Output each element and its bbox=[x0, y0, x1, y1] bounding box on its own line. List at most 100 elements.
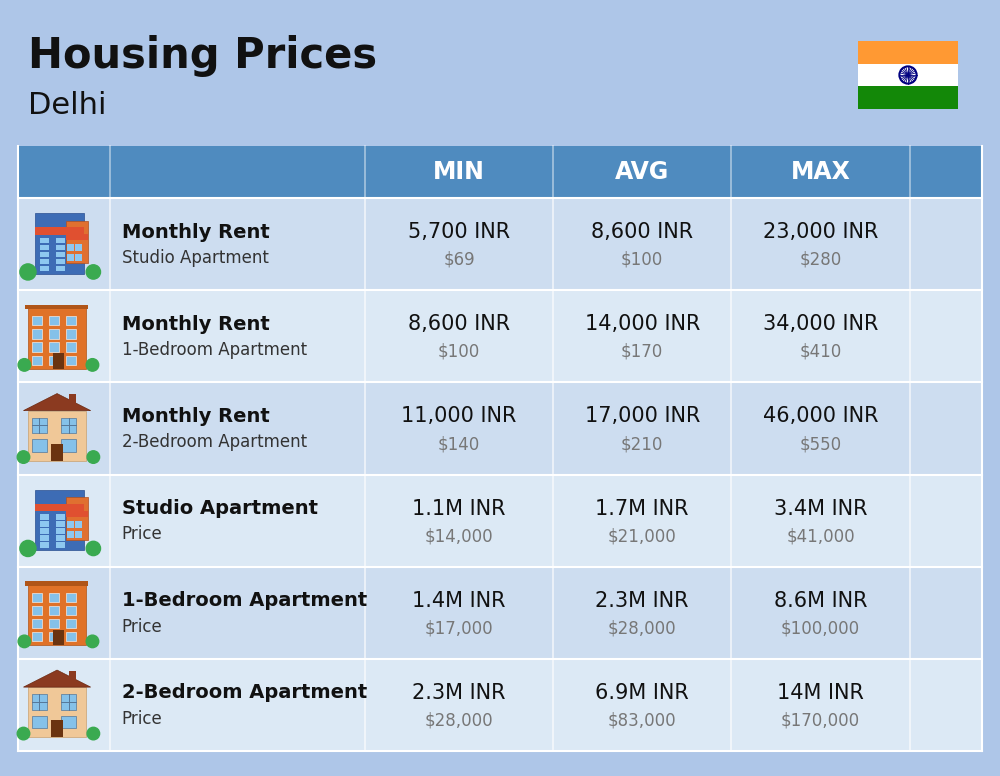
Bar bbox=[61, 417, 76, 433]
Bar bbox=[32, 417, 47, 433]
Text: $28,000: $28,000 bbox=[425, 712, 493, 729]
Text: 23,000 INR: 23,000 INR bbox=[763, 222, 878, 242]
Bar bbox=[858, 64, 958, 86]
Bar bbox=[32, 316, 42, 325]
Text: $17,000: $17,000 bbox=[425, 619, 493, 637]
Circle shape bbox=[86, 542, 101, 556]
Bar bbox=[49, 593, 59, 602]
Bar bbox=[28, 687, 86, 737]
Bar bbox=[61, 439, 76, 452]
Bar bbox=[49, 329, 59, 338]
Text: 1-Bedroom Apartment: 1-Bedroom Apartment bbox=[122, 591, 367, 610]
Bar bbox=[67, 521, 74, 528]
Text: 1.7M INR: 1.7M INR bbox=[595, 499, 689, 518]
Text: $69: $69 bbox=[443, 251, 475, 268]
Text: $100: $100 bbox=[438, 343, 480, 361]
Text: $280: $280 bbox=[799, 251, 842, 268]
Bar bbox=[32, 342, 42, 352]
Bar bbox=[53, 630, 64, 646]
Bar bbox=[49, 632, 59, 642]
Bar bbox=[40, 535, 49, 541]
Bar bbox=[66, 632, 76, 642]
Text: $41,000: $41,000 bbox=[786, 527, 855, 546]
Text: Housing Prices: Housing Prices bbox=[28, 35, 377, 77]
Bar bbox=[40, 252, 49, 258]
Text: $210: $210 bbox=[621, 435, 663, 453]
Bar bbox=[40, 514, 49, 520]
Circle shape bbox=[18, 359, 31, 371]
Bar bbox=[40, 265, 49, 271]
Bar bbox=[40, 542, 49, 548]
Circle shape bbox=[20, 264, 36, 280]
Bar bbox=[66, 593, 76, 602]
Circle shape bbox=[17, 451, 30, 463]
Bar bbox=[56, 265, 65, 271]
Bar bbox=[49, 342, 59, 352]
Text: Monthly Rent: Monthly Rent bbox=[122, 407, 269, 426]
Text: 6.9M INR: 6.9M INR bbox=[595, 683, 689, 703]
Text: 8.6M INR: 8.6M INR bbox=[774, 591, 867, 611]
Text: 14M INR: 14M INR bbox=[777, 683, 864, 703]
Bar bbox=[35, 490, 84, 550]
Bar bbox=[56, 245, 65, 251]
Text: $21,000: $21,000 bbox=[608, 527, 677, 546]
Text: Price: Price bbox=[122, 618, 162, 636]
Text: 46,000 INR: 46,000 INR bbox=[763, 407, 878, 427]
Bar bbox=[61, 715, 76, 728]
Text: $83,000: $83,000 bbox=[608, 712, 677, 729]
Bar bbox=[75, 531, 82, 538]
Circle shape bbox=[86, 265, 101, 279]
Bar bbox=[18, 290, 982, 383]
Bar bbox=[35, 504, 84, 511]
Bar bbox=[56, 238, 65, 244]
Circle shape bbox=[86, 359, 99, 371]
Text: 1-Bedroom Apartment: 1-Bedroom Apartment bbox=[122, 341, 307, 359]
Bar bbox=[32, 439, 47, 452]
Bar bbox=[32, 329, 42, 338]
Bar bbox=[32, 715, 47, 728]
Text: $410: $410 bbox=[799, 343, 842, 361]
Bar bbox=[66, 497, 88, 540]
Bar bbox=[66, 511, 88, 517]
Bar bbox=[49, 606, 59, 615]
Bar bbox=[69, 394, 76, 407]
Text: 3.4M INR: 3.4M INR bbox=[774, 499, 867, 518]
Bar bbox=[75, 521, 82, 528]
Bar bbox=[49, 355, 59, 365]
Text: 8,600 INR: 8,600 INR bbox=[408, 314, 510, 334]
Text: $14,000: $14,000 bbox=[425, 527, 493, 546]
Bar bbox=[32, 606, 42, 615]
Bar bbox=[67, 244, 74, 251]
Bar bbox=[28, 582, 86, 646]
Circle shape bbox=[18, 635, 31, 648]
Bar bbox=[66, 342, 76, 352]
Bar bbox=[51, 444, 63, 461]
Polygon shape bbox=[23, 393, 91, 411]
Text: $550: $550 bbox=[799, 435, 842, 453]
Bar bbox=[66, 606, 76, 615]
Text: $170,000: $170,000 bbox=[781, 712, 860, 729]
Text: MIN: MIN bbox=[433, 160, 485, 184]
Bar bbox=[75, 255, 82, 261]
Text: 2-Bedroom Apartment: 2-Bedroom Apartment bbox=[122, 433, 307, 451]
Bar bbox=[18, 474, 982, 566]
Bar bbox=[56, 514, 65, 520]
Bar bbox=[18, 146, 982, 198]
Bar bbox=[51, 720, 63, 737]
Text: 1.1M INR: 1.1M INR bbox=[412, 499, 506, 518]
Bar bbox=[66, 234, 88, 241]
Text: MAX: MAX bbox=[791, 160, 850, 184]
Text: $140: $140 bbox=[438, 435, 480, 453]
Bar bbox=[40, 528, 49, 534]
Bar bbox=[35, 227, 84, 235]
Bar bbox=[75, 244, 82, 251]
Bar bbox=[32, 632, 42, 642]
Circle shape bbox=[87, 727, 100, 740]
Bar bbox=[49, 316, 59, 325]
Polygon shape bbox=[23, 670, 91, 687]
Bar bbox=[56, 252, 65, 258]
Text: $100,000: $100,000 bbox=[781, 619, 860, 637]
Text: Studio Apartment: Studio Apartment bbox=[122, 499, 318, 518]
Bar bbox=[858, 86, 958, 109]
Bar bbox=[32, 593, 42, 602]
